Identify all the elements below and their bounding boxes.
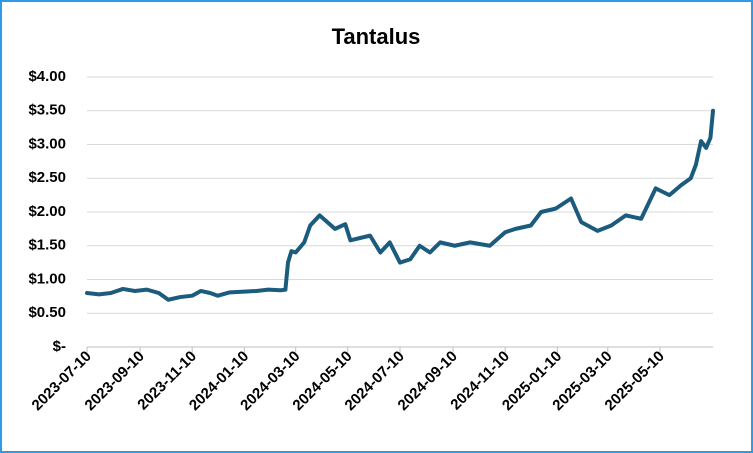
y-tick-label: $-	[53, 338, 66, 355]
y-tick-label: $2.50	[28, 169, 66, 186]
y-tick-label: $1.00	[28, 270, 66, 287]
y-tick-label: $2.00	[28, 203, 66, 220]
chart-title: Tantalus	[332, 24, 421, 49]
price-line	[85, 108, 715, 302]
y-tick-label: $4.00	[28, 68, 66, 85]
y-tick-label: $3.50	[28, 102, 66, 119]
y-tick-label: $0.50	[28, 304, 66, 321]
y-tick-label: $3.00	[28, 135, 66, 152]
y-tick-label: $1.50	[28, 237, 66, 254]
